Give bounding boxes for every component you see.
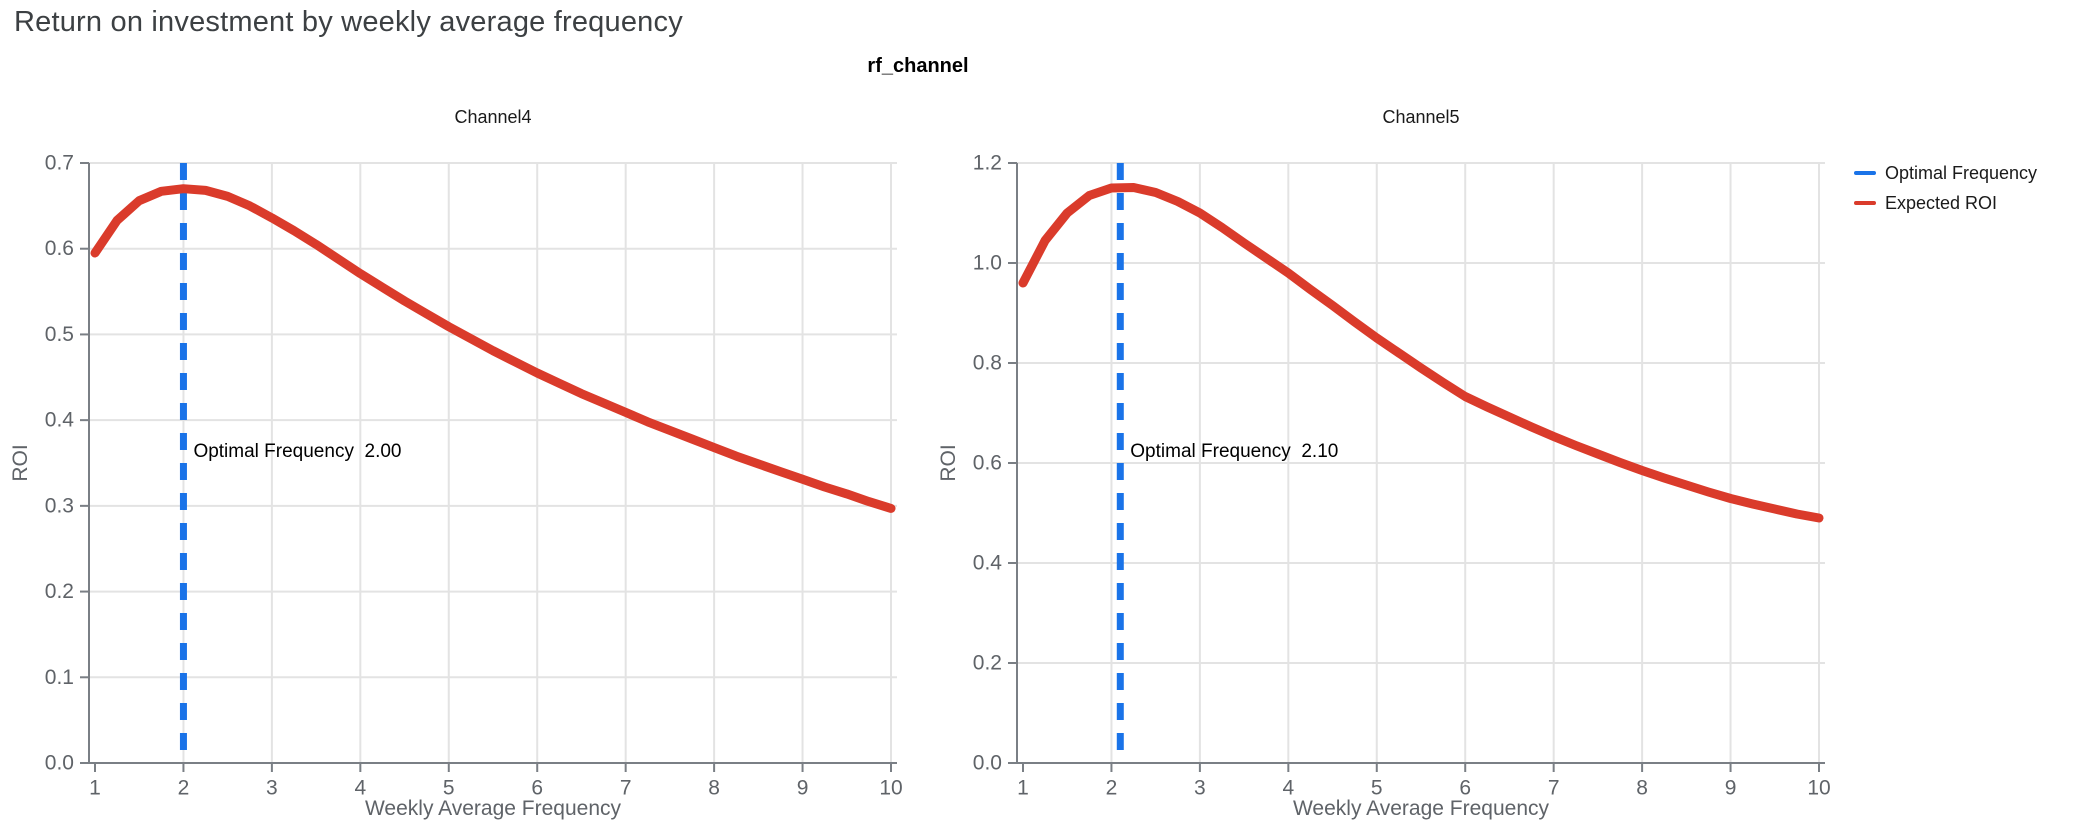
y-tick-label: 0.6 (973, 452, 1002, 475)
x-tick-label: 1 (89, 776, 101, 799)
legend-item-expected-roi[interactable]: Expected ROI (1854, 188, 2037, 218)
x-tick-label: 9 (797, 776, 809, 799)
chart-title-channel4: Channel4 (454, 107, 532, 127)
y-tick-label: 0.2 (45, 580, 74, 603)
x-tick-label: 10 (1807, 776, 1830, 799)
x-tick-label: 7 (1548, 776, 1560, 799)
x-tick-label: 1 (1017, 776, 1029, 799)
plot-area-channel4: 0.0 0.1 0.2 0.3 0.4 0.5 0.6 0.7 1 2 3 4 5 6 7 8 9 10 (45, 152, 903, 800)
y-tick-label: 0.5 (45, 323, 74, 346)
y-axis-title: ROI (9, 444, 32, 482)
x-tick-label: 8 (1636, 776, 1648, 799)
x-tick-label: 4 (1282, 776, 1294, 799)
facet-title: rf_channel (867, 55, 969, 77)
plot-area-channel5: 0.0 0.2 0.4 0.6 0.8 1.0 1.2 1 2 3 4 5 6 7 8 9 10 (973, 152, 1831, 800)
y-tick-label: 1.2 (973, 152, 1002, 175)
x-tick-label: 4 (354, 776, 366, 799)
y-tick-label: 0.7 (45, 152, 74, 175)
expected-roi-curve (1018, 183, 1824, 523)
legend-label: Expected ROI (1885, 192, 1998, 213)
x-tick-label: 3 (1194, 776, 1206, 799)
legend-label: Optimal Frequency (1885, 162, 2038, 183)
x-tick-label: 10 (879, 776, 902, 799)
y-tick-label: 0.0 (45, 752, 74, 775)
x-axis-title: Weekly Average Frequency (1292, 797, 1550, 820)
x-axis-title: Weekly Average Frequency (364, 797, 622, 820)
chart-channel4: 0.0 0.1 0.2 0.3 0.4 0.5 0.6 0.7 1 2 3 4 5 6 7 8 9 10 Chan… (9, 107, 903, 820)
y-tick-label: 1.0 (973, 252, 1002, 275)
y-tick-label: 0.0 (973, 752, 1002, 775)
y-tick-label: 0.2 (973, 652, 1002, 675)
page-title: Return on investment by weekly average f… (14, 6, 683, 38)
y-tick-label: 0.4 (45, 409, 75, 432)
chart-channel5: 0.0 0.2 0.4 0.6 0.8 1.0 1.2 1 2 3 4 5 6 7 8 9 10 Channel… (937, 107, 1831, 820)
expected-roi-swatch-icon (1854, 201, 1876, 205)
y-tick-label: 0.8 (973, 352, 1002, 375)
legend: Optimal Frequency Expected ROI (1854, 158, 2037, 218)
y-tick-label: 0.3 (45, 494, 74, 517)
x-tick-label: 2 (178, 776, 190, 799)
optimal-frequency-annotation: Optimal Frequency 2.10 (1130, 441, 1339, 462)
optimal-frequency-swatch-icon (1854, 171, 1876, 175)
y-tick-label: 0.6 (45, 237, 74, 260)
x-tick-label: 5 (1371, 776, 1383, 799)
x-tick-label: 6 (531, 776, 543, 799)
expected-roi-curve (90, 184, 896, 513)
y-axis-title: ROI (937, 444, 960, 482)
x-tick-label: 5 (443, 776, 455, 799)
x-tick-label: 9 (1725, 776, 1737, 799)
x-tick-label: 2 (1106, 776, 1118, 799)
chart-title-channel5: Channel5 (1382, 107, 1460, 127)
x-tick-label: 7 (620, 776, 632, 799)
x-tick-label: 8 (708, 776, 720, 799)
legend-item-optimal-frequency[interactable]: Optimal Frequency (1854, 158, 2037, 188)
x-tick-label: 3 (266, 776, 278, 799)
optimal-frequency-annotation: Optimal Frequency 2.00 (193, 441, 402, 462)
y-tick-label: 0.4 (973, 552, 1003, 575)
x-tick-label: 6 (1459, 776, 1471, 799)
y-tick-label: 0.1 (45, 666, 74, 689)
